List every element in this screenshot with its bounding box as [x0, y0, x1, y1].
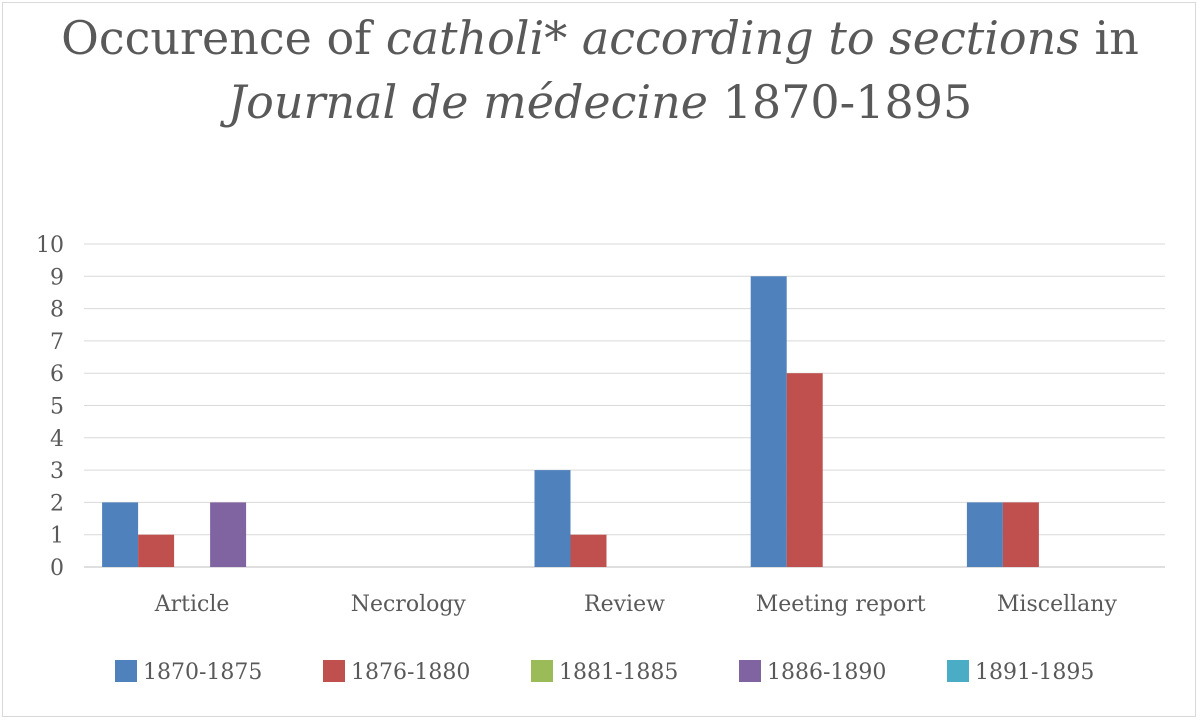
legend-swatch: [531, 660, 553, 682]
title-part-4: Journal de médecine: [227, 75, 708, 129]
x-axis-labels: Article Necrology Review Meeting report Misc…: [154, 592, 1118, 617]
y-tick-label: 9: [50, 265, 64, 290]
legend-label: 1870-1875: [143, 660, 262, 685]
title-part-2: catholi* according to sections: [385, 11, 1080, 65]
x-tick-label: Review: [584, 592, 665, 617]
bars: [102, 276, 1039, 567]
y-tick-label: 4: [50, 427, 64, 452]
y-tick-label: 3: [50, 459, 64, 484]
bar: [570, 534, 607, 567]
legend-swatch: [947, 660, 969, 682]
bar: [750, 276, 787, 567]
legend-swatch: [115, 660, 137, 682]
y-axis-ticks: 0 1 2 3 4 5 6 7 8 9 10: [36, 233, 64, 581]
legend-swatch: [739, 660, 761, 682]
bar: [210, 502, 247, 567]
chart-title: Occurence of catholi* according to secti…: [60, 6, 1140, 134]
bar: [102, 502, 139, 567]
x-tick-label: Meeting report: [756, 592, 926, 617]
legend: 1870-1875 1876-1880 1881-1885 1886-1890 1891…: [115, 660, 1094, 685]
title-part-5: 1870-1895: [707, 75, 973, 129]
y-tick-label: 0: [50, 556, 64, 581]
y-tick-label: 1: [50, 524, 64, 549]
legend-label: 1891-1895: [975, 660, 1094, 685]
bar: [534, 470, 571, 567]
bar: [966, 502, 1003, 567]
y-tick-label: 7: [50, 330, 64, 355]
legend-swatch: [323, 660, 345, 682]
bar: [1002, 502, 1039, 567]
title-part-3: in: [1079, 11, 1139, 65]
y-tick-label: 2: [50, 491, 64, 516]
x-tick-label: Article: [154, 592, 230, 617]
y-tick-label: 5: [50, 395, 64, 420]
x-tick-label: Miscellany: [997, 592, 1118, 617]
title-part-1: Occurence of: [61, 11, 386, 65]
legend-label: 1886-1890: [767, 660, 886, 685]
y-tick-label: 10: [36, 233, 64, 258]
bar: [138, 534, 175, 567]
bar: [786, 373, 823, 567]
x-tick-label: Necrology: [351, 592, 467, 617]
legend-label: 1876-1880: [351, 660, 470, 685]
y-tick-label: 6: [50, 362, 64, 387]
legend-label: 1881-1885: [559, 660, 678, 685]
y-tick-label: 8: [50, 298, 64, 323]
